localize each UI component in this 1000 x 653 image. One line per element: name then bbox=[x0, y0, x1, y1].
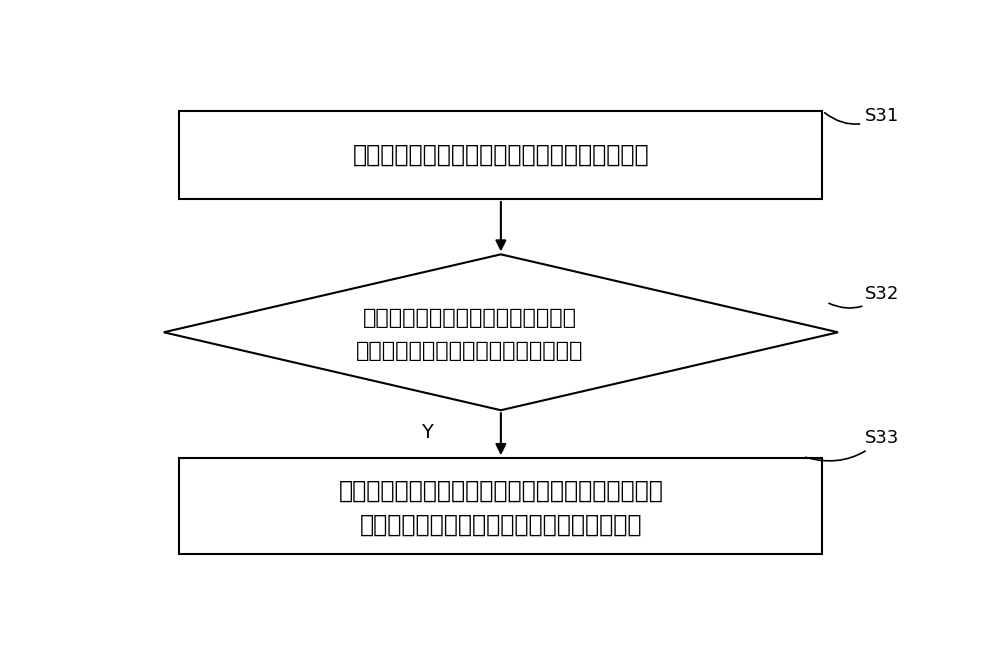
Text: S33: S33 bbox=[806, 429, 900, 461]
Text: 信号在该电周期内是否存在故障畸变点: 信号在该电周期内是否存在故障畸变点 bbox=[356, 342, 584, 361]
Text: S31: S31 bbox=[825, 107, 899, 125]
Text: 根据所述数量和位置确定故障类型及故障位置: 根据所述数量和位置确定故障类型及故障位置 bbox=[360, 513, 642, 537]
Text: S32: S32 bbox=[829, 285, 900, 308]
Text: 确定所述故障畸变点在该电周期内的数量和位置，并: 确定所述故障畸变点在该电周期内的数量和位置，并 bbox=[338, 479, 663, 503]
Text: Y: Y bbox=[421, 423, 433, 442]
Polygon shape bbox=[164, 254, 838, 410]
Text: 根据所述平均电流值，判断所述电流: 根据所述平均电流值，判断所述电流 bbox=[363, 308, 577, 328]
Text: 计算所述电流信号在一个电周期内的平均电流值: 计算所述电流信号在一个电周期内的平均电流值 bbox=[353, 143, 649, 167]
FancyBboxPatch shape bbox=[179, 111, 822, 199]
FancyBboxPatch shape bbox=[179, 458, 822, 554]
